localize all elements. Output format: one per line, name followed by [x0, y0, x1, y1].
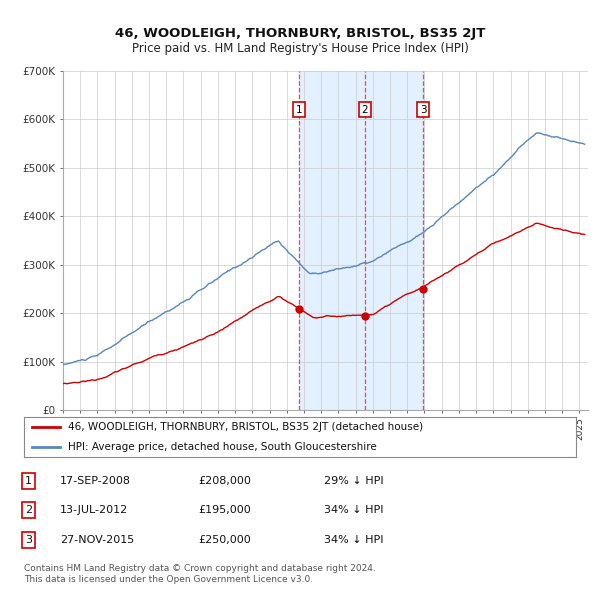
Text: 46, WOODLEIGH, THORNBURY, BRISTOL, BS35 2JT (detached house): 46, WOODLEIGH, THORNBURY, BRISTOL, BS35 …: [68, 422, 423, 432]
Text: 13-JUL-2012: 13-JUL-2012: [60, 506, 128, 515]
Bar: [299, 71, 423, 410]
Text: 2: 2: [25, 506, 32, 515]
Text: 34% ↓ HPI: 34% ↓ HPI: [324, 506, 383, 515]
Text: 27-NOV-2015: 27-NOV-2015: [60, 535, 134, 545]
Text: £208,000: £208,000: [198, 476, 251, 486]
Text: 2: 2: [362, 105, 368, 115]
Text: 1: 1: [25, 476, 32, 486]
Text: 1: 1: [296, 105, 302, 115]
Text: £195,000: £195,000: [198, 506, 251, 515]
Text: 3: 3: [25, 535, 32, 545]
Text: 3: 3: [420, 105, 427, 115]
Text: 46, WOODLEIGH, THORNBURY, BRISTOL, BS35 2JT: 46, WOODLEIGH, THORNBURY, BRISTOL, BS35 …: [115, 27, 485, 40]
Text: 29% ↓ HPI: 29% ↓ HPI: [324, 476, 383, 486]
Text: Price paid vs. HM Land Registry's House Price Index (HPI): Price paid vs. HM Land Registry's House …: [131, 42, 469, 55]
Text: £250,000: £250,000: [198, 535, 251, 545]
Text: Contains HM Land Registry data © Crown copyright and database right 2024.: Contains HM Land Registry data © Crown c…: [24, 565, 376, 573]
Text: 17-SEP-2008: 17-SEP-2008: [60, 476, 131, 486]
Text: This data is licensed under the Open Government Licence v3.0.: This data is licensed under the Open Gov…: [24, 575, 313, 584]
Text: 34% ↓ HPI: 34% ↓ HPI: [324, 535, 383, 545]
Text: HPI: Average price, detached house, South Gloucestershire: HPI: Average price, detached house, Sout…: [68, 442, 377, 452]
